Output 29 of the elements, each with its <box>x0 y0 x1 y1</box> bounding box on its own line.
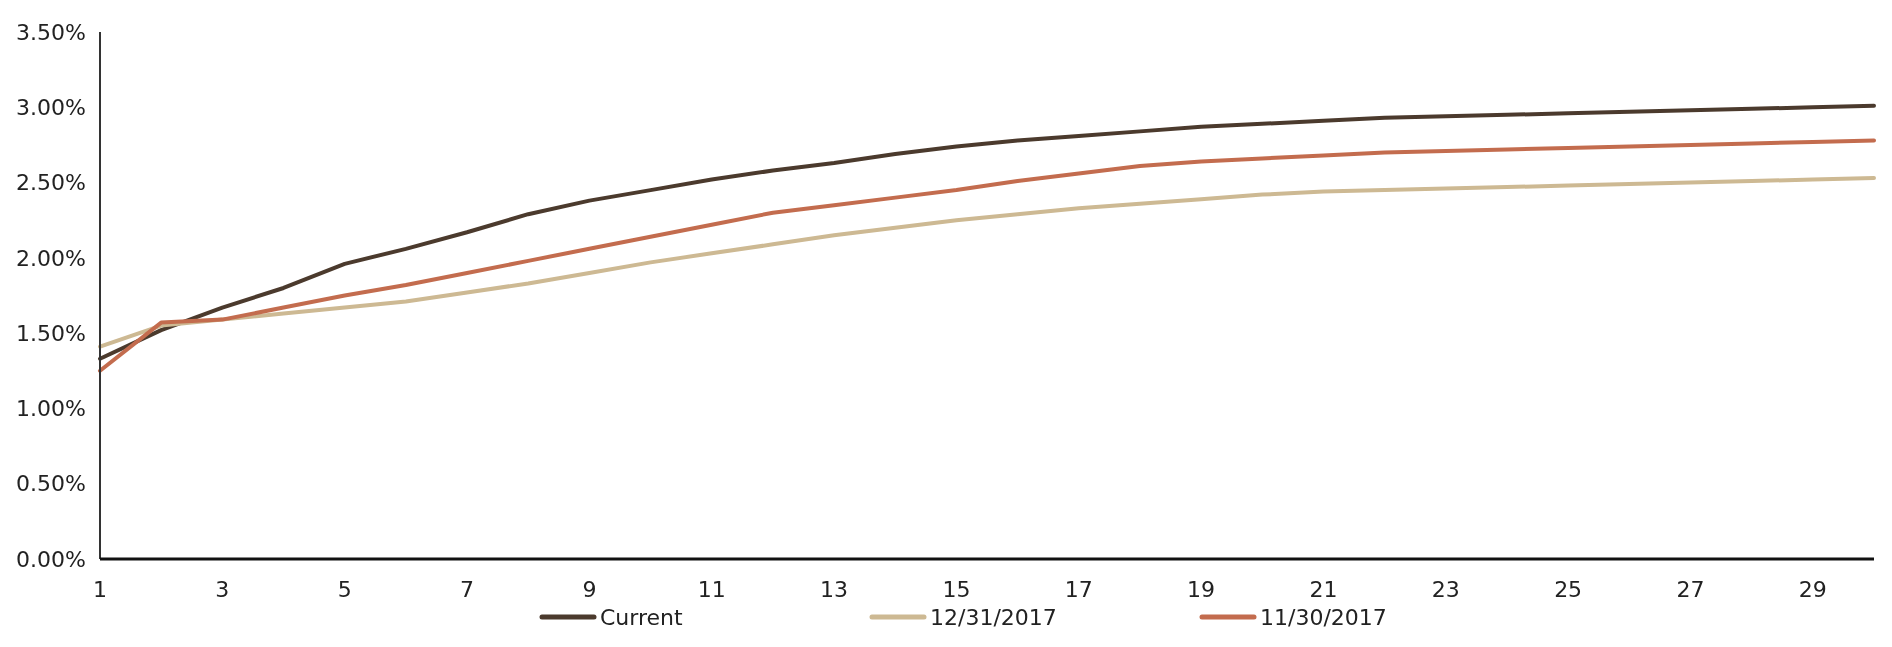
y-tick-label: 1.00% <box>16 396 86 422</box>
x-tick-label: 29 <box>1798 577 1827 602</box>
line-series <box>98 138 1876 373</box>
x-tick-label: 17 <box>1064 577 1093 602</box>
x-tick-label: 21 <box>1309 577 1338 602</box>
legend-label: 12/31/2017 <box>930 604 1057 630</box>
x-tick-label: 23 <box>1431 577 1460 602</box>
x-tick-label: 7 <box>460 577 475 602</box>
x-tick-label: 9 <box>582 577 597 602</box>
legend-label: 11/30/2017 <box>1260 604 1387 630</box>
line-series <box>98 176 1876 349</box>
x-tick-label: 27 <box>1676 577 1705 602</box>
legend-label: Current <box>600 604 683 630</box>
y-tick-label: 3.50% <box>16 19 86 45</box>
y-tick-label: 2.50% <box>16 170 86 196</box>
x-tick-label: 1 <box>93 577 107 602</box>
y-tick-label: 2.00% <box>16 245 86 271</box>
y-tick-label: 0.00% <box>16 546 86 572</box>
x-tick-label: 3 <box>215 577 230 602</box>
y-tick-label: 1.50% <box>16 320 86 346</box>
x-tick-label: 25 <box>1554 577 1583 602</box>
x-tick-label: 11 <box>697 577 726 602</box>
y-tick-label: 3.00% <box>16 94 86 120</box>
x-tick-label: 15 <box>942 577 971 602</box>
x-tick-label: 13 <box>820 577 849 602</box>
line-series <box>98 103 1876 361</box>
x-tick-label: 5 <box>337 577 352 602</box>
y-tick-label: 0.50% <box>16 471 86 497</box>
x-tick-label: 19 <box>1187 577 1216 602</box>
